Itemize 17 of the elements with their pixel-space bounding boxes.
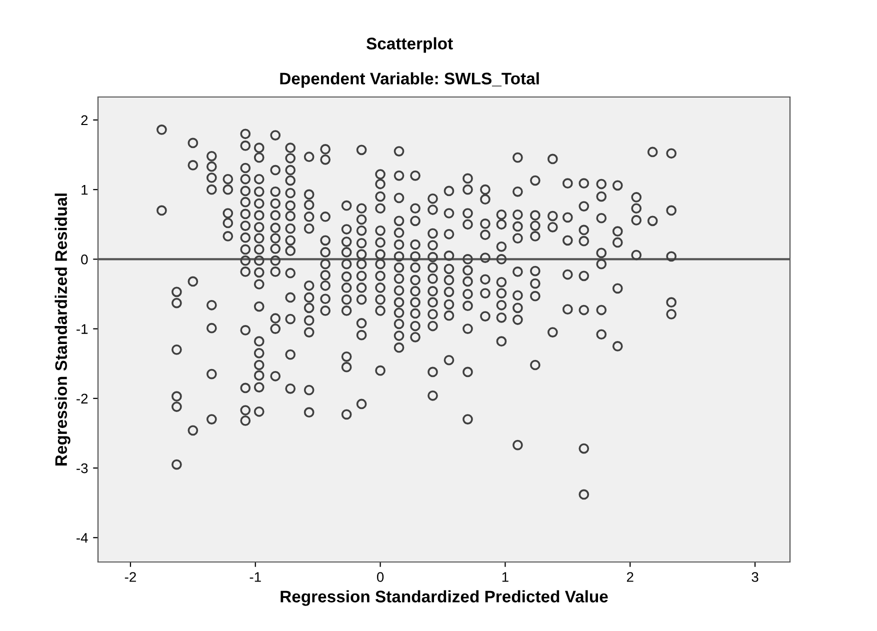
y-tick-label: -1: [76, 324, 88, 334]
x-tick-label: 2: [626, 572, 634, 582]
chart-title: Scatterplot: [366, 37, 453, 53]
x-tick-label: -1: [250, 572, 261, 582]
x-tick-label: 0: [376, 572, 384, 582]
x-tick-label: -2: [124, 572, 136, 582]
y-tick-label: -3: [76, 463, 88, 474]
y-axis-title: Regression Standardized Residual: [54, 194, 70, 466]
x-tick-label: 1: [502, 572, 508, 582]
y-tick-label: 2: [81, 115, 88, 126]
y-tick-label: 0: [81, 254, 88, 264]
chart-subtitle: Dependent Variable: SWLS_Total: [280, 72, 539, 88]
x-tick-label: 3: [752, 572, 758, 582]
y-tick-label: -4: [76, 533, 88, 543]
x-axis-title: Regression Standardized Predicted Value: [280, 590, 608, 606]
y-tick-label: 1: [82, 185, 88, 195]
y-tick-label: -2: [76, 394, 88, 404]
